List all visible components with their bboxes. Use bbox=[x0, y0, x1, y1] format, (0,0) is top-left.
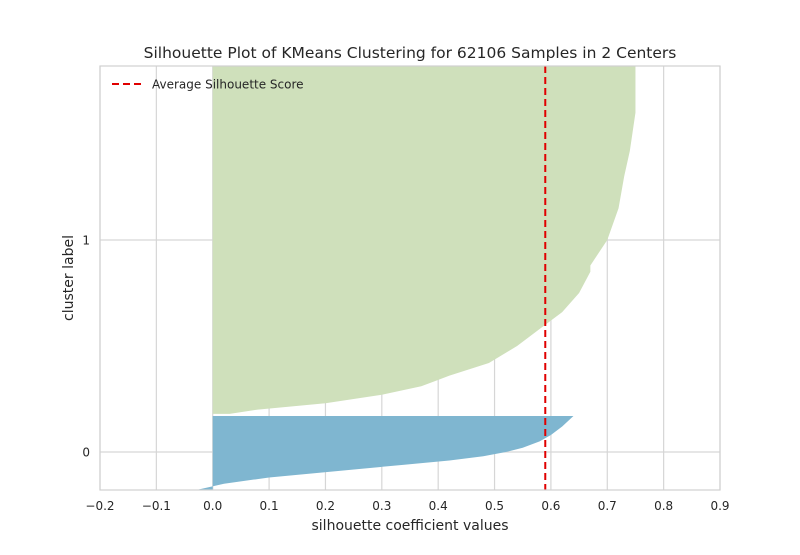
cluster-0-area bbox=[195, 415, 574, 491]
legend-label-average: Average Silhouette Score bbox=[152, 78, 304, 92]
x-tick-label: 0.9 bbox=[710, 499, 729, 513]
x-tick-label: −0.1 bbox=[142, 499, 171, 513]
x-axis-label: silhouette coefficient values bbox=[312, 518, 509, 534]
x-tick-label: 0.1 bbox=[260, 499, 279, 513]
x-tick-label: 0.3 bbox=[372, 499, 391, 513]
x-tick-label: 0.7 bbox=[598, 499, 617, 513]
cluster-areas bbox=[195, 66, 636, 491]
x-tick-labels: −0.2 −0.1 0.0 0.1 0.2 0.3 0.4 0.5 0.6 0.7 0.8 0.9 bbox=[85, 499, 729, 513]
cluster-1-area bbox=[212, 66, 636, 414]
x-tick-label: 0.0 bbox=[203, 499, 222, 513]
chart-title: Silhouette Plot of KMeans Clustering for… bbox=[144, 44, 677, 62]
x-tick-label: 0.6 bbox=[541, 499, 560, 513]
y-axis-label: cluster label bbox=[61, 235, 77, 321]
y-tick-labels: 01 bbox=[82, 234, 90, 460]
x-tick-label: −0.2 bbox=[85, 499, 114, 513]
x-tick-label: 0.5 bbox=[485, 499, 504, 513]
y-tick-label: 1 bbox=[82, 234, 90, 248]
plot-frame bbox=[99, 65, 721, 491]
x-tick-label: 0.4 bbox=[429, 499, 448, 513]
y-tick-label: 0 bbox=[82, 446, 90, 460]
x-tick-label: 0.8 bbox=[654, 499, 673, 513]
legend: Average Silhouette Score bbox=[112, 78, 304, 92]
x-tick-label: 0.2 bbox=[316, 499, 335, 513]
